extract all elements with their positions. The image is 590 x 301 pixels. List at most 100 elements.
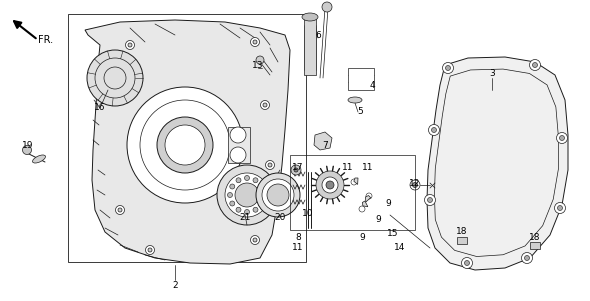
Circle shape — [291, 165, 301, 175]
Circle shape — [236, 178, 241, 183]
Circle shape — [263, 103, 267, 107]
Circle shape — [442, 63, 454, 73]
Circle shape — [230, 201, 235, 206]
Circle shape — [148, 248, 152, 252]
Polygon shape — [427, 57, 568, 270]
Circle shape — [253, 40, 257, 44]
Circle shape — [351, 179, 357, 185]
Circle shape — [259, 201, 264, 206]
Text: 18: 18 — [529, 232, 541, 241]
Circle shape — [558, 206, 562, 210]
Circle shape — [236, 207, 241, 212]
Circle shape — [230, 147, 246, 163]
Circle shape — [268, 163, 272, 167]
Circle shape — [412, 182, 418, 188]
Bar — [290, 155, 415, 230]
Circle shape — [428, 125, 440, 135]
Circle shape — [261, 193, 267, 197]
Circle shape — [366, 193, 372, 199]
Ellipse shape — [32, 155, 45, 163]
Text: 17: 17 — [292, 163, 304, 172]
Polygon shape — [314, 132, 332, 150]
Text: 11: 11 — [342, 163, 354, 172]
Circle shape — [253, 178, 258, 183]
Circle shape — [326, 181, 334, 189]
Text: 5: 5 — [357, 107, 363, 116]
Circle shape — [157, 117, 213, 173]
Circle shape — [259, 184, 264, 189]
Circle shape — [87, 50, 143, 106]
Circle shape — [146, 246, 155, 255]
Text: 11: 11 — [292, 244, 304, 253]
Text: 9: 9 — [359, 232, 365, 241]
Polygon shape — [85, 20, 290, 264]
Text: 20: 20 — [274, 213, 286, 222]
Text: 14: 14 — [394, 244, 406, 253]
Text: 7: 7 — [322, 141, 328, 150]
Text: FR.: FR. — [38, 35, 54, 45]
Circle shape — [555, 203, 565, 213]
Circle shape — [116, 206, 124, 215]
Text: 12: 12 — [409, 178, 421, 188]
Circle shape — [235, 183, 259, 207]
Circle shape — [253, 238, 257, 242]
Ellipse shape — [302, 13, 318, 21]
Circle shape — [267, 184, 289, 206]
Bar — [530, 242, 540, 249]
Circle shape — [424, 194, 435, 206]
Circle shape — [244, 175, 250, 181]
Circle shape — [217, 165, 277, 225]
Circle shape — [522, 253, 533, 263]
Circle shape — [225, 173, 269, 217]
Circle shape — [165, 125, 205, 165]
Circle shape — [322, 177, 338, 193]
Circle shape — [230, 127, 246, 143]
Circle shape — [230, 184, 235, 189]
Bar — [457, 237, 467, 244]
Text: 8: 8 — [295, 232, 301, 241]
Circle shape — [294, 168, 298, 172]
Polygon shape — [362, 201, 368, 207]
Circle shape — [262, 179, 294, 211]
Text: 18: 18 — [456, 228, 468, 237]
Circle shape — [256, 56, 264, 64]
Circle shape — [22, 145, 31, 154]
Text: 11: 11 — [362, 163, 373, 172]
Circle shape — [261, 101, 270, 110]
Circle shape — [410, 180, 420, 190]
Circle shape — [322, 2, 332, 12]
Circle shape — [126, 41, 135, 49]
Circle shape — [559, 135, 565, 141]
Bar — [348, 68, 374, 90]
Circle shape — [127, 87, 243, 203]
Polygon shape — [365, 196, 371, 202]
Bar — [304, 15, 316, 75]
Text: 16: 16 — [94, 104, 106, 113]
Text: 19: 19 — [22, 141, 34, 150]
Text: 2: 2 — [172, 281, 178, 290]
Circle shape — [228, 193, 232, 197]
Circle shape — [253, 207, 258, 212]
Circle shape — [251, 38, 260, 46]
Circle shape — [525, 256, 529, 260]
Text: 15: 15 — [387, 228, 399, 237]
Text: 4: 4 — [369, 80, 375, 89]
Text: 13: 13 — [253, 61, 264, 70]
Text: 3: 3 — [489, 69, 495, 77]
Circle shape — [428, 197, 432, 203]
Circle shape — [359, 206, 365, 212]
Text: 9: 9 — [375, 216, 381, 225]
Circle shape — [251, 235, 260, 244]
Circle shape — [461, 257, 473, 268]
Circle shape — [464, 260, 470, 265]
Text: 10: 10 — [302, 209, 314, 218]
Polygon shape — [354, 178, 358, 185]
Ellipse shape — [348, 97, 362, 103]
Circle shape — [556, 132, 568, 144]
Circle shape — [316, 171, 344, 199]
Circle shape — [529, 60, 540, 70]
Circle shape — [266, 160, 274, 169]
Circle shape — [128, 43, 132, 47]
Bar — [228, 127, 250, 163]
Circle shape — [431, 128, 437, 132]
